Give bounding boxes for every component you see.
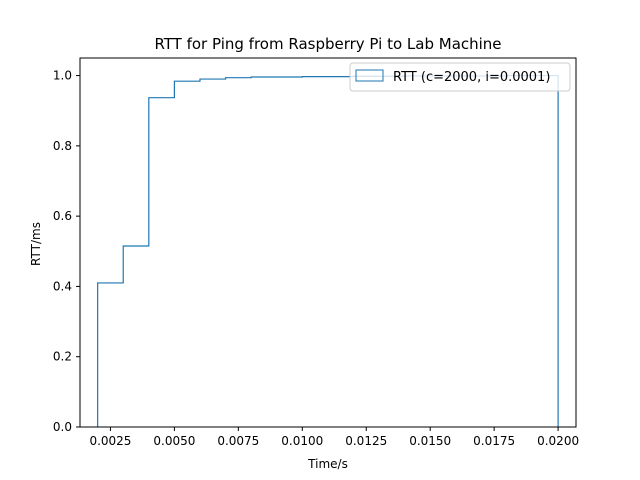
y-tick-label: 0.2 [53, 350, 72, 364]
plot-area: 0.0025 0.0050 0.0075 0.0100 0.0125 0.0150 0.01… [53, 57, 579, 448]
y-tick-label: 1.0 [53, 69, 72, 83]
y-tick-label: 0.6 [53, 209, 72, 223]
legend-box [349, 62, 571, 92]
x-tick-label: 0.0025 [89, 434, 131, 448]
x-axis-label: Time/s [307, 457, 348, 471]
x-tick-label: 0.0100 [281, 434, 323, 448]
x-tick-label: 0.0125 [345, 434, 387, 448]
chart-title: RTT for Ping from Raspberry Pi to Lab Ma… [154, 35, 501, 53]
x-tick-label: 0.0200 [537, 434, 579, 448]
legend-label: RTT (c=2000, i=0.0001) [393, 70, 550, 85]
legend-swatch [355, 69, 384, 82]
x-tick-label: 0.0050 [153, 434, 195, 448]
axes-frame [79, 57, 577, 428]
y-tick-label: 0.8 [53, 139, 72, 153]
y-axis-label: RTT/ms [29, 222, 43, 266]
x-tick-label: 0.0175 [473, 434, 515, 448]
x-tick-label: 0.0075 [217, 434, 259, 448]
x-tick-label: 0.0150 [409, 434, 451, 448]
y-tick-label: 0.4 [53, 279, 72, 293]
y-tick-label: 0.0 [53, 420, 72, 434]
